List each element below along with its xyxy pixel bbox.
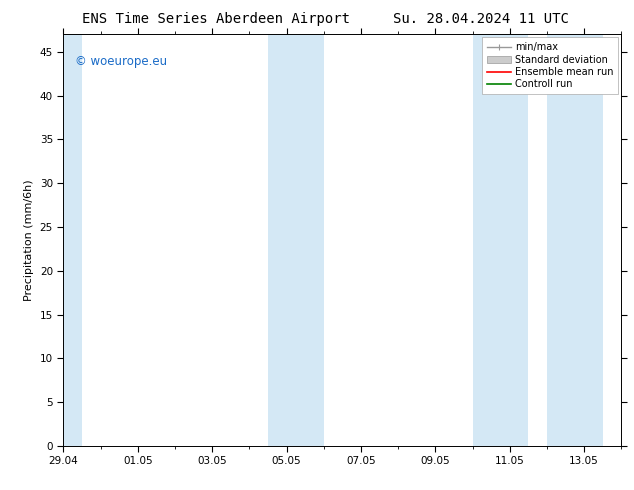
Bar (547, 34, 603, 446)
Text: © woeurope.eu: © woeurope.eu (75, 55, 167, 68)
Legend: min/max, Standard deviation, Ensemble mean run, Controll run: min/max, Standard deviation, Ensemble me… (482, 37, 618, 94)
Bar (472, 34, 528, 446)
Bar (63, 34, 82, 446)
Text: Su. 28.04.2024 11 UTC: Su. 28.04.2024 11 UTC (393, 12, 569, 26)
Bar (268, 34, 324, 446)
Text: ENS Time Series Aberdeen Airport: ENS Time Series Aberdeen Airport (82, 12, 351, 26)
Y-axis label: Precipitation (mm/6h): Precipitation (mm/6h) (24, 179, 34, 301)
